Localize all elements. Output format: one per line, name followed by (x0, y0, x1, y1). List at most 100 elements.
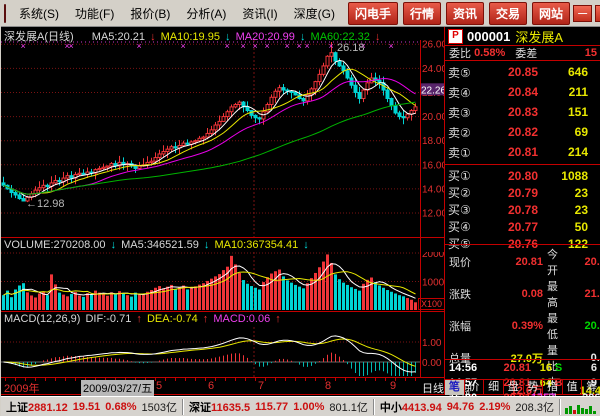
svg-text:×: × (65, 41, 70, 51)
menu-function[interactable]: 功能(F) (75, 6, 115, 21)
stock-name[interactable]: 深发展A (515, 29, 564, 45)
svg-text:×: × (361, 41, 366, 51)
svg-text:22.26: 22.26 (421, 85, 444, 96)
weibi-value: 0.58% (474, 47, 506, 59)
dif-value: DIF:-0.71 (85, 313, 132, 325)
weicha-value: 15 (584, 47, 597, 59)
macd-name: MACD(12,26,9) (4, 313, 81, 325)
restore-button[interactable]: □ (595, 4, 600, 22)
svg-text:←12.98: ←12.98 (26, 198, 65, 210)
tab-chips[interactable]: 筹 (586, 381, 598, 393)
svg-text:18.00: 18.00 (422, 136, 444, 147)
menu-news[interactable]: 资讯(I) (242, 6, 278, 21)
arrow-up-icon: ↑ (202, 313, 209, 325)
pledge-icon: P (448, 28, 463, 44)
macd-value: MACD:0.06 (213, 313, 271, 325)
arrow-down-icon: ↓ (299, 31, 306, 43)
svg-text:×: × (329, 41, 334, 51)
menu-analysis[interactable]: 分析(A) (186, 6, 227, 21)
volume-chart[interactable]: 20000 10000 (1, 252, 444, 312)
ma60-value: MA60:22.32 (310, 31, 370, 43)
arrow-up-icon: ↑ (275, 313, 281, 325)
trade-button[interactable]: 交易 (489, 1, 528, 25)
macd-chart[interactable]: 1.00 0.00 (1, 327, 444, 378)
bid-book: 买① 20.80 1088 买② 20.79 23 买③ 20.78 23 买④ 20.77 5… (445, 167, 600, 252)
svg-text:1.00: 1.00 (422, 338, 442, 349)
svg-text:×: × (253, 41, 258, 51)
svg-text:×: × (21, 41, 26, 51)
time-axis-label: 2009年 (4, 383, 40, 395)
commission-row: 委比 0.58% 委差 15 (445, 45, 600, 61)
volume-header: VOLUME:270208.00 ↓ MA5:346521.59 ↓ MA10:… (4, 239, 311, 252)
time-axis[interactable]: 2009年 2009/03/27/五 5 6 7 8 9 (1, 378, 444, 396)
minimize-button[interactable]: — (573, 4, 593, 22)
index-shenzhen[interactable]: 深证11635.5 115.77 1.00% 801.1亿 (188, 401, 368, 414)
menu-depth[interactable]: 深度(G) (293, 6, 335, 21)
market-breadth-minichart (561, 400, 600, 414)
tab-price[interactable]: 价 (465, 380, 485, 395)
svg-text:14.00: 14.00 (422, 184, 444, 195)
svg-text:10000: 10000 (422, 278, 444, 289)
svg-text:×: × (225, 41, 230, 51)
ask-row[interactable]: 卖③ 20.83 151 (448, 105, 588, 120)
tab-index[interactable]: 指 (543, 380, 563, 395)
time-axis-label: 9 (390, 380, 397, 392)
menu-quotes[interactable]: 报价(B) (130, 6, 171, 21)
svg-text:×: × (69, 41, 74, 51)
svg-text:20000: 20000 (422, 252, 444, 260)
svg-text:12.00: 12.00 (422, 209, 444, 220)
candlestick-chart[interactable]: ×××××××××××××××26.18←12.9826.0024.0022.0… (1, 40, 444, 238)
tab-trend[interactable]: 势 (524, 380, 544, 395)
bid-row[interactable]: 买② 20.79 23 (448, 185, 588, 201)
tab-detail[interactable]: 细 (484, 380, 504, 395)
svg-text:24.00: 24.00 (422, 64, 444, 75)
news-button[interactable]: 资讯 (446, 1, 485, 25)
chart-title: 深发展A(日线) (4, 31, 74, 43)
tab-orders[interactable]: 盘 (504, 380, 524, 395)
bid-row[interactable]: 买① 20.80 1088 (448, 168, 588, 184)
bid-row[interactable]: 买④ 20.77 50 (448, 219, 588, 235)
arrow-down-icon: ↓ (303, 239, 309, 251)
toolbar: 闪电手 行情 资讯 交易 网站 — □ × (343, 1, 600, 25)
arrow-down-icon: ↓ (225, 31, 231, 43)
quote-panel: P 000001 深发展A 委比 0.58% 委差 15 卖⑤ 20.85 646 … (445, 27, 600, 416)
svg-text:×: × (137, 41, 142, 51)
time-axis-label: 7 (258, 380, 265, 392)
arrow-down-icon: ↓ (110, 239, 117, 251)
ma10-value: MA10:19.95 (160, 31, 220, 43)
ask-row[interactable]: 卖④ 20.84 211 (448, 85, 588, 100)
tab-value[interactable]: 值 (563, 380, 583, 395)
index-sme[interactable]: 中小4413.94 94.76 2.19% 208.3亿 (379, 401, 554, 414)
arrow-down-icon: ↓ (150, 31, 156, 43)
svg-text:×: × (241, 41, 246, 51)
time-axis-label: 2009/03/27/五 (81, 380, 155, 396)
tab-ticks[interactable]: 笔 (445, 380, 465, 395)
status-bar: 上证2881.12 19.51 0.68% 1503亿 深证11635.5 11… (1, 396, 600, 416)
index-shanghai[interactable]: 上证2881.12 19.51 0.68% 1503亿 (6, 401, 177, 414)
macd-header: MACD(12,26,9) DIF:-0.71 ↑ DEA:-0.74 ↑ MA… (4, 313, 283, 326)
flash-order-button[interactable]: 闪电手 (347, 1, 398, 25)
arrow-down-icon: ↓ (203, 239, 210, 251)
menu-system[interactable]: 系统(S) (19, 6, 59, 21)
svg-text:16.00: 16.00 (422, 160, 444, 171)
ask-row[interactable]: 卖⑤ 20.85 646 (448, 65, 588, 80)
time-axis-label: 6 (208, 380, 215, 392)
stock-code[interactable]: 000001 (467, 28, 511, 44)
ask-book: 卖⑤ 20.85 646 卖④ 20.84 211 卖③ 20.83 151 卖② 20.82… (445, 62, 600, 162)
arrow-up-icon: ↑ (136, 313, 142, 325)
ask-row[interactable]: 卖② 20.82 69 (448, 125, 588, 140)
website-button[interactable]: 网站 (532, 1, 571, 25)
quotes-button[interactable]: 行情 (403, 1, 442, 25)
bid-row[interactable]: 买③ 20.78 23 (448, 202, 588, 218)
svg-text:×: × (305, 41, 310, 51)
period-label: 日线 (422, 383, 444, 395)
app-logo-icon (4, 3, 6, 23)
time-axis-label: 8 (325, 380, 332, 392)
svg-text:×: × (285, 41, 290, 51)
weicha-label: 委差 (515, 48, 538, 60)
ask-row[interactable]: 卖① 20.81 214 (448, 145, 588, 160)
ma20-value: MA20:20.99 (235, 31, 295, 43)
